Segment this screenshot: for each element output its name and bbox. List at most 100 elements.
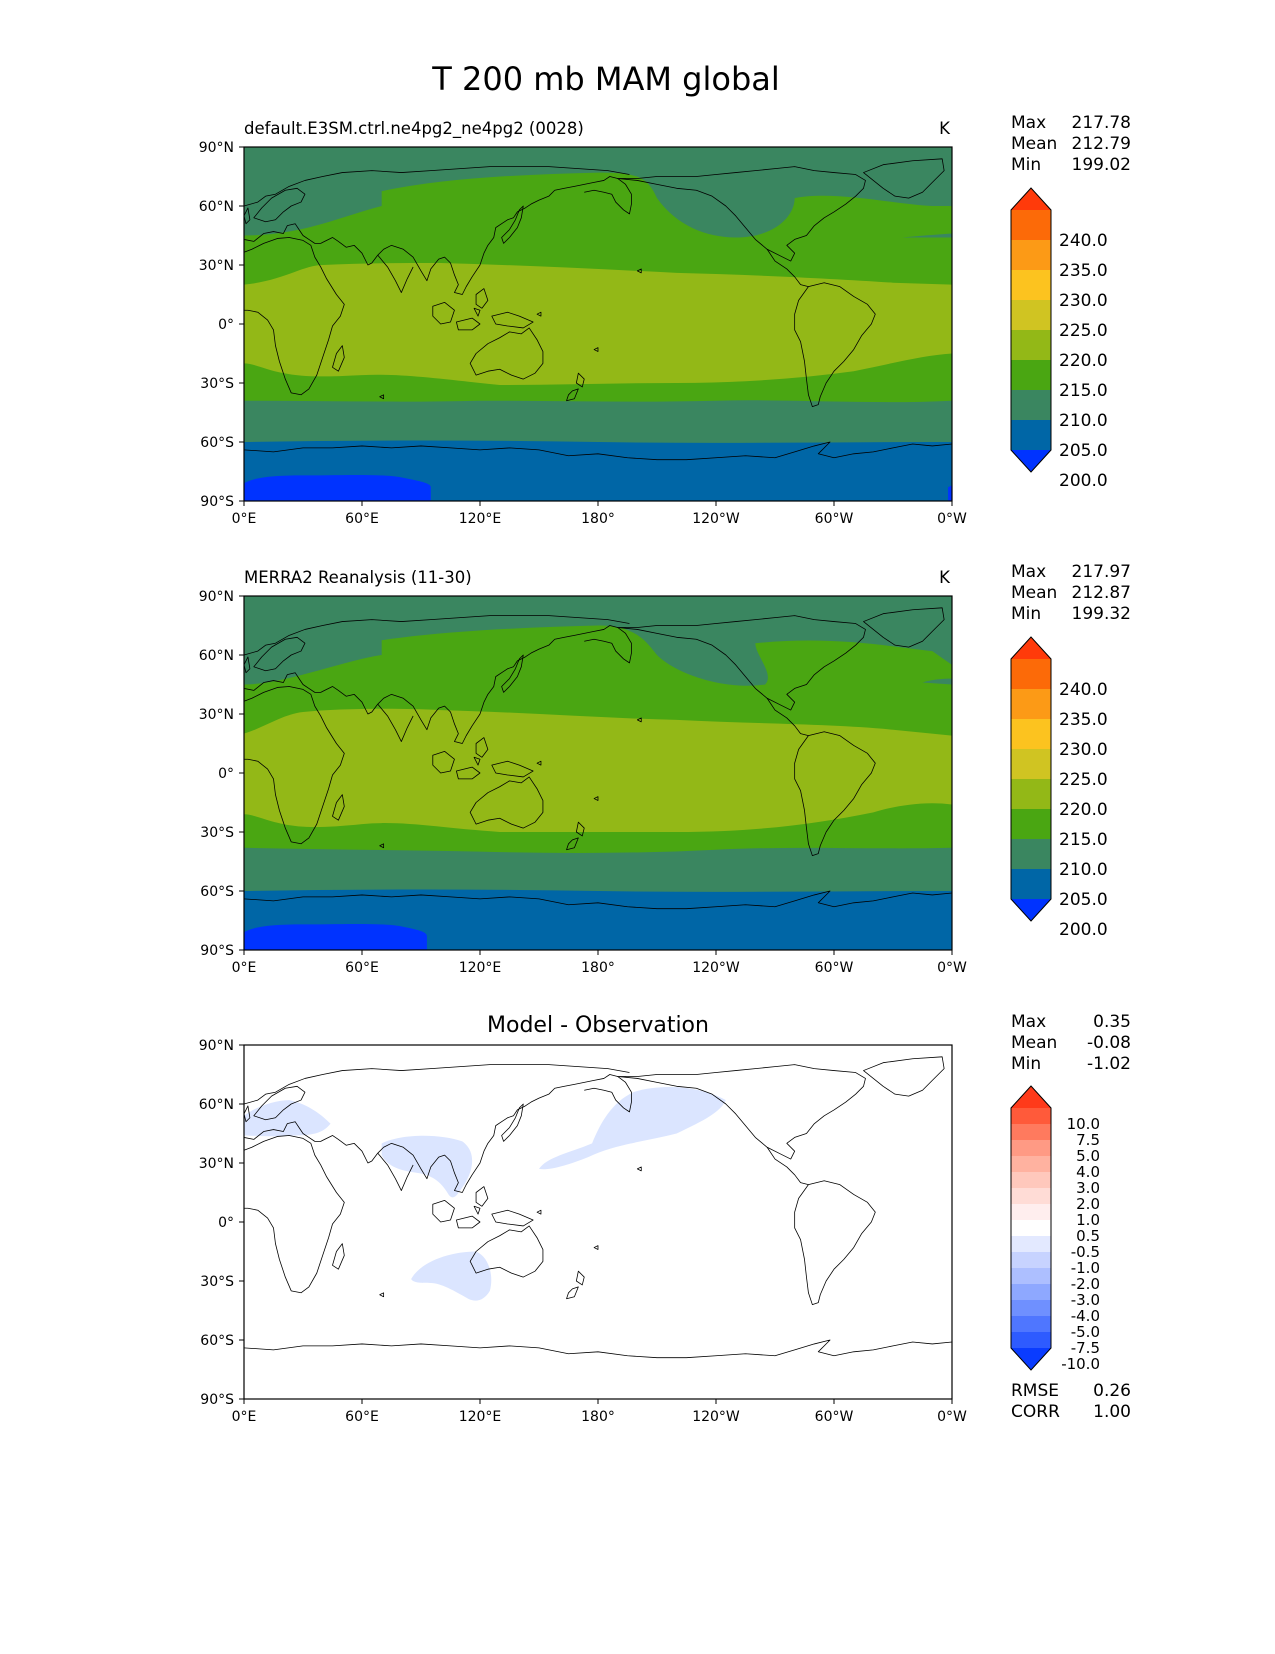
lat-tick-label: 90°N bbox=[199, 1038, 234, 1054]
colorbar-extend-min bbox=[1011, 899, 1051, 921]
lon-tick-label: 120°W bbox=[692, 1409, 740, 1425]
stat-value: 217.97 bbox=[1072, 562, 1131, 582]
stat-label: Min bbox=[1011, 1054, 1041, 1074]
colorbar-segment bbox=[1011, 1236, 1051, 1253]
axis-ticks: 0°E 60°E 120°E 180° 120°W 60°W 0°W 90°N 60°N 30°N… bbox=[199, 140, 967, 527]
colorbar-segment bbox=[1011, 659, 1051, 690]
stat-value: 217.78 bbox=[1072, 113, 1131, 133]
colorbar-label: -1.0 bbox=[1071, 1259, 1100, 1277]
lat-tick-label: 30°N bbox=[199, 707, 234, 723]
colorbar-segment bbox=[1011, 1220, 1051, 1237]
colorbar-segment bbox=[1011, 330, 1051, 361]
lat-tick-label: 90°S bbox=[200, 943, 234, 959]
lon-tick-label: 120°E bbox=[459, 960, 502, 976]
colorbar-outline bbox=[1010, 187, 1052, 473]
colorbar-label: 3.0 bbox=[1076, 1179, 1100, 1197]
colorbar-segment bbox=[1011, 749, 1051, 780]
stat-value: 212.87 bbox=[1072, 583, 1131, 603]
colorbar-label: 235.0 bbox=[1059, 261, 1108, 281]
colorbar-label: -7.5 bbox=[1071, 1339, 1100, 1357]
map-reference bbox=[243, 596, 953, 950]
lat-tick-label: 60°S bbox=[200, 1333, 234, 1349]
lat-tick-label: 60°N bbox=[199, 1097, 234, 1113]
stat-label: Min bbox=[1011, 155, 1041, 175]
band-215 bbox=[244, 263, 952, 385]
panel-center-title: Model - Observation bbox=[487, 1013, 709, 1038]
colorbar-label: 235.0 bbox=[1059, 710, 1108, 730]
lon-tick-label: 0°E bbox=[232, 511, 257, 527]
lon-tick-label: 120°E bbox=[459, 511, 502, 527]
colorbar-label: 7.5 bbox=[1076, 1131, 1100, 1149]
stat-label: Max bbox=[1011, 113, 1046, 133]
colorbar-label: -5.0 bbox=[1071, 1323, 1100, 1341]
colorbar-extend-max bbox=[1011, 637, 1051, 659]
lon-tick-label: 0°W bbox=[937, 1409, 967, 1425]
contour-fill bbox=[244, 596, 952, 950]
stats-block: Max 217.78 Mean 212.79 Min 199.02 bbox=[1011, 113, 1131, 175]
stat-label: Min bbox=[1011, 604, 1041, 624]
colorbar-segment bbox=[1011, 1316, 1051, 1333]
panel-units: K bbox=[939, 568, 951, 587]
lat-tick-label: 30°S bbox=[200, 825, 234, 841]
colorbar-segment bbox=[1011, 420, 1051, 451]
colorbar-extend-max bbox=[1011, 1086, 1051, 1108]
lat-tick-label: 90°S bbox=[200, 1392, 234, 1408]
lon-tick-label: 60°E bbox=[345, 511, 379, 527]
colorbar-outline bbox=[1010, 1085, 1052, 1371]
colorbar-segment bbox=[1011, 360, 1051, 391]
colorbar-segment bbox=[1011, 1140, 1051, 1157]
colorbar-label: 0.5 bbox=[1076, 1227, 1100, 1245]
colorbar-segment bbox=[1011, 809, 1051, 840]
lat-tick-label: 0° bbox=[218, 317, 234, 333]
colorbar-label: -10.0 bbox=[1061, 1355, 1100, 1373]
colorbar-segment bbox=[1011, 1284, 1051, 1301]
lon-tick-label: 60°W bbox=[815, 1409, 854, 1425]
colorbar-extend-min bbox=[1011, 1348, 1051, 1370]
colorbar-extend-min bbox=[1011, 450, 1051, 472]
colorbar-label: 1.0 bbox=[1076, 1211, 1100, 1229]
colorbar-segment bbox=[1011, 719, 1051, 750]
colorbar-label: 240.0 bbox=[1059, 231, 1108, 251]
band-215 bbox=[244, 708, 952, 832]
lat-tick-label: 90°N bbox=[199, 140, 234, 156]
lon-tick-label: 0°W bbox=[937, 960, 967, 976]
colorbar-label: 215.0 bbox=[1059, 381, 1108, 401]
colorbar-segment bbox=[1011, 390, 1051, 421]
lat-tick-label: 30°N bbox=[199, 1156, 234, 1172]
colorbar-label: 225.0 bbox=[1059, 321, 1108, 341]
stat-label: Max bbox=[1011, 562, 1046, 582]
lat-tick-label: 90°S bbox=[200, 494, 234, 510]
colorbar-segment bbox=[1011, 779, 1051, 810]
lon-tick-label: 120°E bbox=[459, 1409, 502, 1425]
colorbar-label: -3.0 bbox=[1071, 1291, 1100, 1309]
lon-tick-label: 60°W bbox=[815, 960, 854, 976]
colorbar-segment bbox=[1011, 1204, 1051, 1221]
stat-value: 199.32 bbox=[1072, 604, 1131, 624]
lat-tick-label: 0° bbox=[218, 1215, 234, 1231]
axis-ticks: 0°E 60°E 120°E 180° 120°W 60°W 0°W 90°N 60°N 30°N… bbox=[199, 1038, 967, 1425]
colorbar-segment bbox=[1011, 1108, 1051, 1125]
colorbar-label: 225.0 bbox=[1059, 770, 1108, 790]
lon-tick-label: 120°W bbox=[692, 511, 740, 527]
colorbar-segment bbox=[1011, 1252, 1051, 1269]
colorbar-segment bbox=[1011, 1156, 1051, 1173]
stats-block: Max 0.35 Mean -0.08 Min -1.02 bbox=[1011, 1012, 1131, 1074]
colorbar-label: 5.0 bbox=[1076, 1147, 1100, 1165]
colorbar-label: 205.0 bbox=[1059, 441, 1108, 461]
colorbar-label: -2.0 bbox=[1071, 1275, 1100, 1293]
stat-value: -1.02 bbox=[1087, 1054, 1131, 1074]
colorbar-segment bbox=[1011, 689, 1051, 720]
colorbar-label: 210.0 bbox=[1059, 411, 1108, 431]
map-difference bbox=[243, 1045, 953, 1399]
panel-reference: MERRA2 Reanalysis (11-30) K 0°E 60°E 120°E… bbox=[199, 562, 1131, 976]
lon-tick-label: 120°W bbox=[692, 960, 740, 976]
lat-tick-label: 60°N bbox=[199, 648, 234, 664]
colorbar-label: 200.0 bbox=[1059, 920, 1108, 940]
stat-label: Mean bbox=[1011, 1033, 1057, 1053]
lon-tick-label: 180° bbox=[581, 1409, 615, 1425]
colorbar-segment bbox=[1011, 270, 1051, 301]
colorbar: 240.0 235.0 230.0 225.0 220.0 215.0 210.0 205.0… bbox=[1010, 187, 1108, 491]
colorbar-segment bbox=[1011, 240, 1051, 271]
lat-tick-label: 30°N bbox=[199, 258, 234, 274]
panel-test: default.E3SM.ctrl.ne4pg2_ne4pg2 (0028) K… bbox=[199, 113, 1131, 527]
